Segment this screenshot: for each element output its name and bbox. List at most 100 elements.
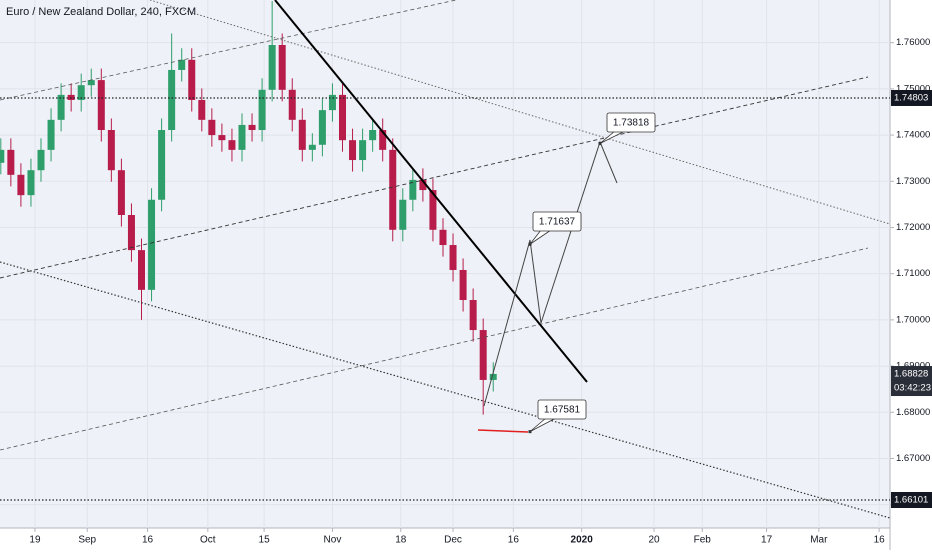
x-tick-label: Nov	[324, 535, 342, 546]
candle-body	[57, 94, 65, 120]
candle-body	[77, 85, 85, 100]
callout-box	[606, 112, 656, 133]
channel-line	[0, 76, 869, 279]
y-tick-label: 1.74000	[896, 130, 930, 141]
candle-body	[479, 330, 487, 380]
callout-anchor	[598, 141, 602, 145]
candles	[0, 1, 497, 415]
callout-label: 1.67581	[544, 405, 581, 416]
candle-body	[439, 229, 447, 246]
y-tick-label: 1.76000	[896, 37, 930, 48]
countdown: 03:42:23	[894, 383, 931, 394]
callout-box	[532, 211, 582, 232]
candle-body	[429, 190, 437, 230]
x-tick-label: Dec	[444, 535, 462, 546]
x-tick-label: Feb	[694, 535, 712, 546]
dotted-trend	[0, 261, 891, 519]
y-tick-label: 1.75000	[896, 83, 930, 94]
candle-body	[268, 44, 276, 90]
candle-body	[258, 89, 266, 131]
candle-body	[459, 269, 467, 301]
candle-body	[117, 170, 125, 216]
callout-label: 1.71637	[539, 217, 576, 228]
plot-background	[0, 0, 890, 528]
projection-path	[483, 140, 618, 407]
x-tick-label: 16	[142, 535, 154, 546]
price-label: 1.74803	[894, 93, 928, 104]
y-tick-label: 1.73000	[896, 176, 930, 187]
candle-body	[409, 179, 417, 200]
candle-body	[188, 59, 196, 100]
candle-body	[419, 179, 427, 191]
candle-body	[87, 80, 95, 86]
time-axis	[0, 528, 932, 550]
candle-body	[389, 149, 397, 230]
candle-body	[208, 119, 216, 136]
callout-anchor	[528, 430, 532, 434]
x-tick-label: 2020	[571, 535, 594, 546]
x-tick-label: 20	[648, 535, 660, 546]
candle-body	[359, 140, 367, 161]
candle-body	[37, 149, 45, 171]
candle-body	[218, 135, 226, 141]
candle-body	[47, 119, 55, 150]
candle-body	[469, 300, 477, 331]
x-tick-label: Sep	[78, 535, 96, 546]
candle-body	[298, 119, 306, 150]
y-tick-label: 1.72000	[896, 222, 930, 233]
candle-body	[0, 149, 5, 163]
x-tick-label: Oct	[200, 535, 216, 546]
x-tick-label: 16	[508, 535, 520, 546]
candle-body	[27, 170, 35, 196]
y-tick-label: 1.67000	[896, 453, 930, 464]
candle-body	[318, 110, 326, 145]
callout-anchor	[528, 242, 532, 246]
x-tick-label: 15	[259, 535, 271, 546]
x-tick-label: Mar	[810, 535, 828, 546]
drawings	[0, 0, 891, 519]
candle-body	[449, 245, 457, 270]
last-price-box	[891, 366, 932, 397]
channel-line	[0, 0, 457, 101]
candle-body	[238, 124, 246, 150]
target-line	[477, 429, 529, 433]
candle-body	[127, 215, 135, 251]
candle-body	[137, 250, 145, 290]
x-tick-label: 18	[395, 535, 407, 546]
candle-body	[328, 94, 336, 111]
price-label-box	[891, 492, 932, 509]
y-tick-label: 1.70000	[896, 314, 930, 325]
candle-body	[107, 130, 115, 171]
trend-line	[274, 0, 588, 383]
candle-body	[338, 94, 346, 141]
dotted-trend	[149, 0, 891, 225]
candle-body	[379, 130, 387, 150]
candle-body	[7, 149, 15, 175]
candle-body	[17, 174, 25, 196]
price-label-box	[891, 89, 932, 106]
channel-line	[0, 247, 869, 451]
candle-body	[97, 80, 105, 131]
candle-body	[198, 99, 206, 120]
candle-body	[278, 44, 286, 90]
y-tick-label: 1.71000	[896, 268, 930, 279]
candle-body	[158, 130, 166, 200]
candle-body	[489, 373, 497, 380]
candle-body	[178, 59, 186, 70]
chart-title: Euro / New Zealand Dollar, 240, FXCM	[6, 6, 196, 18]
candle-body	[349, 140, 357, 161]
candle-body	[148, 199, 156, 290]
candle-body	[308, 144, 316, 150]
callout-label: 1.73818	[613, 118, 650, 129]
candle-body	[168, 69, 176, 131]
x-tick-label: 16	[874, 535, 886, 546]
y-tick-label: 1.68000	[896, 407, 930, 418]
candle-body	[228, 140, 236, 150]
candle-body	[248, 124, 256, 131]
candle-body	[369, 130, 377, 141]
price-label: 1.66101	[894, 495, 928, 506]
candle-body	[399, 199, 407, 230]
last-price: 1.68828	[894, 369, 928, 380]
x-tick-label: 19	[29, 535, 41, 546]
